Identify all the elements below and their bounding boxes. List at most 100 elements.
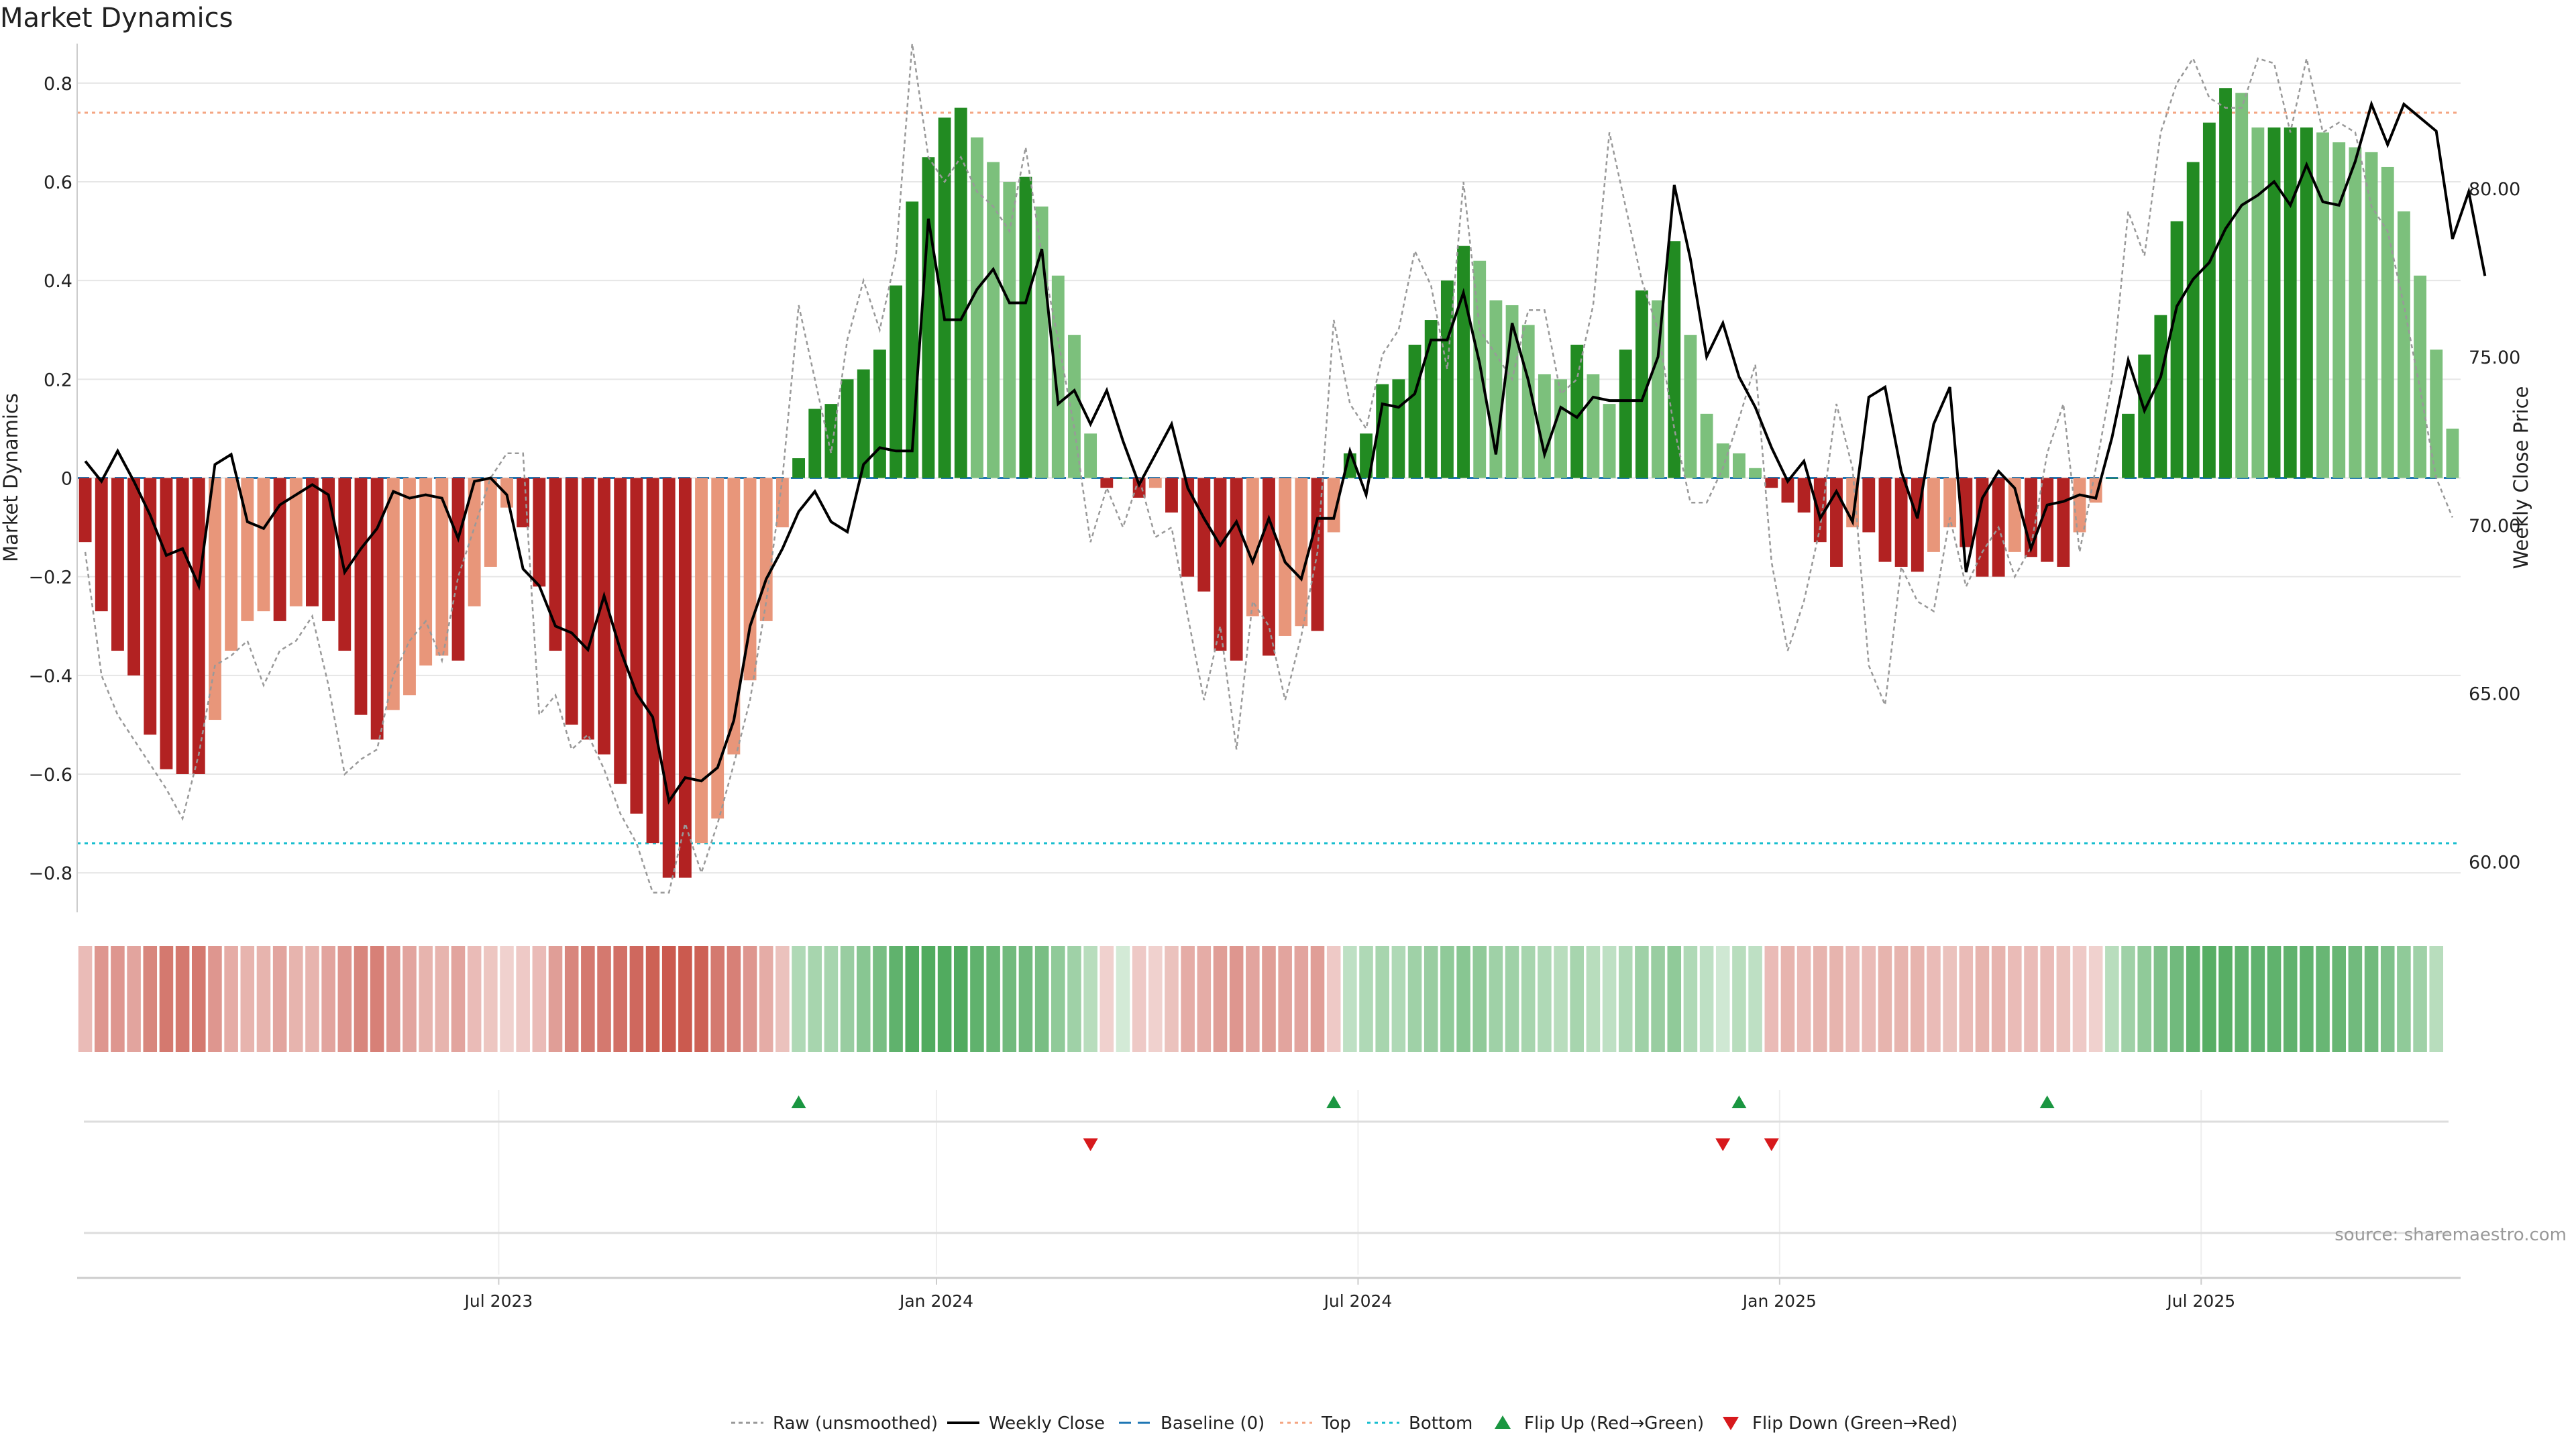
dynamics-bar [1716, 443, 1729, 478]
dynamics-bar [1765, 478, 1778, 488]
dynamics-bar [1084, 433, 1097, 478]
heat-cell [905, 946, 920, 1052]
dynamics-bar [2122, 413, 2135, 478]
heat-cell [256, 946, 271, 1052]
heat-cell [1034, 946, 1049, 1052]
dynamics-bar [922, 157, 935, 478]
legend: Raw (unsmoothed) Weekly Close Baseline (0)… [731, 1413, 1957, 1434]
heat-cell [1197, 946, 1212, 1052]
heat-cell [2153, 946, 2168, 1052]
heat-cell [1538, 946, 1552, 1052]
heat-cell [1845, 946, 1860, 1052]
legend-flip-down-icon [1723, 1417, 1739, 1430]
heat-cell [159, 946, 174, 1052]
dynamics-bar [759, 478, 773, 621]
heat-cell [2235, 946, 2249, 1052]
y2-tick-label: 65.00 [2469, 684, 2520, 705]
heat-cell [1505, 946, 1519, 1052]
heat-cell [2169, 946, 2184, 1052]
dynamics-bar [2316, 132, 2329, 478]
dynamics-bar [1781, 478, 1794, 503]
heat-cell [548, 946, 563, 1052]
heat-cell [710, 946, 724, 1052]
heat-cell [613, 946, 627, 1052]
dynamics-bar [2057, 478, 2070, 567]
dynamics-bar [1587, 374, 1600, 478]
heat-cell [597, 946, 611, 1052]
dynamics-bar [1830, 478, 1843, 567]
heat-cell [1586, 946, 1601, 1052]
heat-cell [402, 946, 417, 1052]
heat-cell [1667, 946, 1682, 1052]
dynamics-bar [2300, 127, 2313, 478]
dynamics-bar [176, 478, 189, 774]
dynamics-bars [78, 88, 2459, 878]
dynamics-bar [1132, 478, 1146, 498]
dynamics-bar [743, 478, 757, 681]
heat-cell [451, 946, 466, 1052]
heat-cell [1229, 946, 1244, 1052]
heat-cell [1715, 946, 1730, 1052]
legend-label: Raw (unsmoothed) [773, 1413, 938, 1434]
heat-cell [1083, 946, 1097, 1052]
y-tick-label: 0.8 [44, 74, 72, 95]
dynamics-bar [2251, 127, 2265, 478]
dynamics-bar [1214, 478, 1227, 651]
y2-tick-label: 60.00 [2469, 853, 2520, 873]
y2-tick-label: 80.00 [2469, 179, 2520, 200]
heat-cell [78, 946, 93, 1052]
dynamics-bar [419, 478, 433, 666]
dynamics-bar [711, 478, 724, 819]
heat-cell [192, 946, 206, 1052]
heat-cell [775, 946, 790, 1052]
x-tick-label: Jul 2023 [464, 1291, 533, 1311]
heat-cell [1472, 946, 1487, 1052]
heat-cell [629, 946, 644, 1052]
dynamics-bar [435, 478, 449, 656]
flip-down-marker [1764, 1138, 1779, 1151]
heat-cell [272, 946, 287, 1052]
heat-cell [2332, 946, 2346, 1052]
heat-cell [224, 946, 238, 1052]
dynamics-bar [1148, 478, 1162, 488]
dynamics-bar [662, 478, 676, 878]
dynamics-bar [370, 478, 384, 740]
y2-tick-label: 70.00 [2469, 516, 2520, 537]
heat-cell [127, 946, 141, 1052]
heat-cell [2105, 946, 2119, 1052]
heat-cell [1521, 946, 1536, 1052]
dynamics-bar [727, 478, 741, 755]
heat-cell [1051, 946, 1065, 1052]
heat-cell [2316, 946, 2330, 1052]
heat-cell [305, 946, 319, 1052]
dynamics-bar [954, 107, 967, 478]
heat-cell [337, 946, 352, 1052]
dynamics-bar [2186, 162, 2200, 478]
heat-cell [94, 946, 109, 1052]
dynamics-bar [78, 478, 92, 543]
dynamics-bar [127, 478, 141, 676]
dynamics-bar [841, 379, 854, 478]
dynamics-bar [581, 478, 594, 740]
heat-strip [78, 946, 2444, 1052]
dynamics-bar [857, 369, 870, 478]
legend-label: Baseline (0) [1161, 1413, 1265, 1434]
heat-cell [516, 946, 530, 1052]
dynamics-bar [2349, 147, 2362, 478]
heat-cell [435, 946, 449, 1052]
heat-cell [175, 946, 190, 1052]
heat-cell [678, 946, 692, 1052]
heat-cell [2024, 946, 2038, 1052]
dynamics-bar [1295, 478, 1308, 627]
dynamics-bar [792, 458, 805, 478]
heat-cell [2008, 946, 2022, 1052]
flip-down-marker [1083, 1138, 1098, 1151]
dynamics-bar [2154, 315, 2167, 478]
weekly-close-line [84, 100, 2487, 805]
dynamics-bar [971, 137, 983, 478]
dynamics-bar [1749, 468, 1762, 478]
heat-cell [2072, 946, 2087, 1052]
heat-cell [1213, 946, 1228, 1052]
heat-cell [1991, 946, 2006, 1052]
dynamics-bar [1943, 478, 1957, 528]
